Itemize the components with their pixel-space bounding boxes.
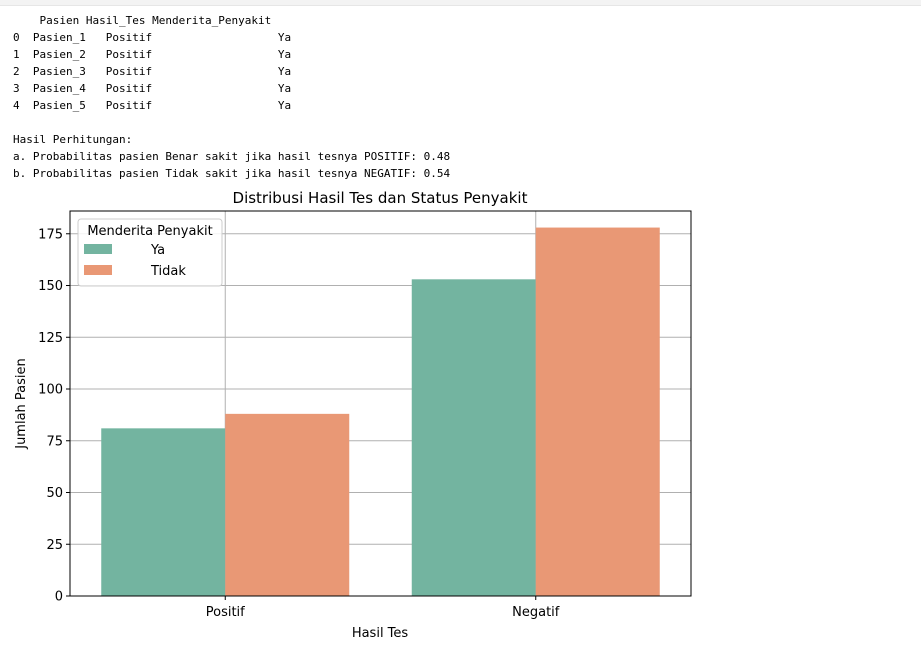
y-tick-label: 175 (38, 227, 63, 242)
table-header-row: Pasien Hasil_Tes Menderita_Penyakit (13, 14, 272, 27)
console-output: Pasien Hasil_Tes Menderita_Penyakit 0 Pa… (13, 12, 450, 182)
y-tick-label: 25 (46, 538, 63, 553)
bar-ya-negatif (411, 279, 536, 596)
result-line-b: b. Probabilitas pasien Tidak sakit jika … (13, 167, 451, 180)
table-row: 2 Pasien_3 Positif Ya (13, 65, 292, 78)
y-tick-label: 50 (46, 486, 63, 501)
result-line-a: a. Probabilitas pasien Benar sakit jika … (13, 150, 451, 163)
table-row: 1 Pasien_2 Positif Ya (13, 48, 292, 61)
x-axis-label: Hasil Tes (352, 626, 409, 641)
y-tick-label: 150 (38, 279, 63, 294)
y-tick-label: 125 (38, 331, 63, 346)
y-tick-label: 75 (46, 434, 63, 449)
legend-swatch-tidak (84, 265, 112, 275)
table-row: 4 Pasien_5 Positif Ya (13, 99, 292, 112)
legend-label-ya: Ya (150, 243, 165, 258)
legend-swatch-ya (84, 244, 112, 254)
plot-frame (69, 210, 692, 597)
bars-group (101, 227, 660, 596)
table-row: 3 Pasien_4 Positif Ya (13, 82, 292, 95)
bar-tidak-negatif (535, 227, 660, 596)
chart-title: Distribusi Hasil Tes dan Status Penyakit (233, 189, 528, 207)
legend: Menderita Penyakit Ya Tidak (77, 218, 223, 287)
legend-box (77, 218, 223, 287)
x-tick-label: Positif (206, 605, 245, 620)
y-tick-label: 100 (38, 383, 63, 398)
table-row: 0 Pasien_1 Positif Ya (13, 31, 292, 44)
results-heading: Hasil Perhitungan: (13, 133, 133, 146)
legend-title: Menderita Penyakit (87, 224, 212, 239)
y-axis-label: Jumlah Pasien (14, 358, 29, 450)
legend-label-tidak: Tidak (150, 264, 186, 279)
x-tick-label: Negatif (512, 605, 560, 620)
output-top-border (0, 0, 921, 6)
bar-ya-positif (101, 428, 226, 596)
axes-group: 0 25 50 75 100 125 150 175 Positif Negatif (38, 227, 560, 620)
y-tick-label: 0 (55, 590, 63, 605)
bar-tidak-positif (225, 413, 350, 596)
